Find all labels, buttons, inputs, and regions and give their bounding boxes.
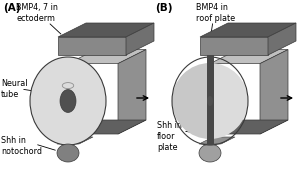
Wedge shape [172, 63, 210, 139]
Polygon shape [260, 50, 288, 134]
Text: (B): (B) [155, 3, 173, 13]
Ellipse shape [60, 90, 76, 113]
Text: Shh in
floor
plate: Shh in floor plate [157, 121, 182, 152]
Ellipse shape [30, 57, 106, 145]
Ellipse shape [207, 96, 213, 106]
Wedge shape [210, 63, 248, 139]
Ellipse shape [57, 144, 79, 162]
Polygon shape [200, 23, 296, 37]
Text: Shh in
notochord: Shh in notochord [1, 136, 42, 156]
Text: Neural
tube: Neural tube [1, 79, 27, 99]
Polygon shape [268, 23, 296, 55]
FancyBboxPatch shape [200, 37, 268, 55]
Ellipse shape [199, 144, 221, 162]
Polygon shape [118, 50, 146, 134]
Bar [207, 55, 214, 64]
Polygon shape [57, 137, 93, 144]
Bar [207, 57, 214, 145]
Polygon shape [210, 50, 288, 64]
Polygon shape [210, 120, 288, 134]
Text: BMP4, 7 in
ectoderm: BMP4, 7 in ectoderm [16, 3, 58, 23]
Polygon shape [58, 23, 154, 37]
Text: BMP4 in
roof plate: BMP4 in roof plate [196, 3, 235, 23]
Polygon shape [68, 120, 146, 134]
Text: (A): (A) [3, 3, 21, 13]
Polygon shape [126, 23, 154, 55]
Polygon shape [199, 137, 235, 144]
Polygon shape [68, 50, 146, 64]
FancyBboxPatch shape [58, 37, 126, 55]
